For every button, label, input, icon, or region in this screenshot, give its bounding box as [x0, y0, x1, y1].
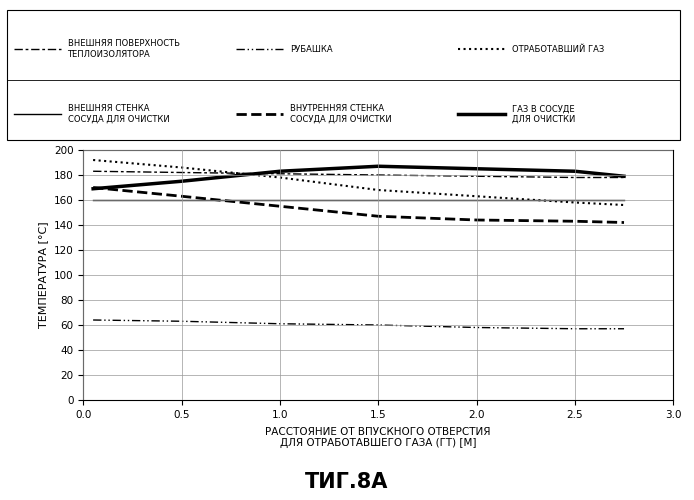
Text: ВНУТРЕННЯЯ СТЕНКА
СОСУДА ДЛЯ ОЧИСТКИ: ВНУТРЕННЯЯ СТЕНКА СОСУДА ДЛЯ ОЧИСТКИ — [289, 104, 391, 124]
Y-axis label: ТЕМПЕРАТУРА [°С]: ТЕМПЕРАТУРА [°С] — [38, 222, 49, 328]
Text: РУБАШКА: РУБАШКА — [289, 44, 332, 54]
Text: ΤИГ.8А: ΤИГ.8А — [305, 472, 389, 492]
Text: ГАЗ В СОСУДЕ
ДЛЯ ОЧИСТКИ: ГАЗ В СОСУДЕ ДЛЯ ОЧИСТКИ — [511, 104, 575, 124]
X-axis label: РАССТОЯНИЕ ОТ ВПУСКНОГО ОТВЕРСТИЯ
ДЛЯ ОТРАБОТАВШЕГО ГАЗА (ГТ) [М]: РАССТОЯНИЕ ОТ ВПУСКНОГО ОТВЕРСТИЯ ДЛЯ ОТ… — [266, 426, 491, 448]
Text: ВНЕШНЯЯ СТЕНКА
СОСУДА ДЛЯ ОЧИСТКИ: ВНЕШНЯЯ СТЕНКА СОСУДА ДЛЯ ОЧИСТКИ — [67, 104, 169, 124]
Text: ВНЕШНЯЯ ПОВЕРХНОСТЬ
ТЕПЛОИЗОЛЯТОРА: ВНЕШНЯЯ ПОВЕРХНОСТЬ ТЕПЛОИЗОЛЯТОРА — [67, 40, 180, 58]
Text: ОТРАБОТАВШИЙ ГАЗ: ОТРАБОТАВШИЙ ГАЗ — [511, 44, 604, 54]
